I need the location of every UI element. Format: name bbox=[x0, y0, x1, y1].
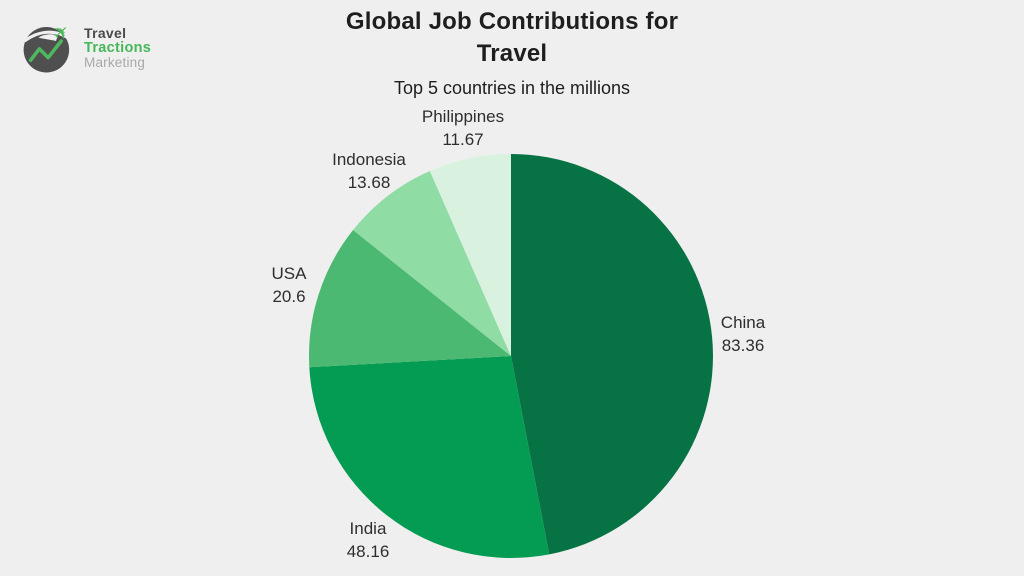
logo-word-marketing: Marketing bbox=[84, 54, 146, 70]
pie-slice-usa bbox=[309, 230, 511, 368]
chart-title-line2: Travel bbox=[476, 40, 548, 67]
pie-slice-philippines bbox=[429, 154, 511, 356]
logo-text: Travel Tractions Marketing bbox=[84, 24, 152, 70]
travel-tractions-logo: ✈ Travel Tractions Marketing bbox=[21, 20, 151, 76]
globe-circle bbox=[23, 27, 70, 73]
pie-slice-indonesia bbox=[353, 171, 511, 356]
pie-label-value: 11.67 bbox=[442, 130, 484, 149]
globe-highlight bbox=[23, 30, 71, 43]
chart-title-line1: Global Job Contributions for bbox=[345, 8, 679, 35]
pie-slice-china bbox=[511, 154, 713, 555]
pie-label-china: China 83.36 bbox=[721, 311, 765, 357]
pie-label-name: China bbox=[720, 313, 766, 332]
logo-word-tractions: Tractions bbox=[84, 39, 152, 56]
pie-label-philippines: Philippines 11.67 bbox=[422, 105, 504, 151]
pie-label-value: 20.6 bbox=[272, 287, 306, 306]
trend-line bbox=[28, 39, 63, 62]
logo-word-travel: Travel bbox=[84, 24, 127, 41]
globe-continent-gap bbox=[38, 34, 58, 41]
chart-subtitle: Top 5 countries in the millions bbox=[393, 78, 631, 98]
pie-label-name: Philippines bbox=[421, 107, 505, 126]
pie-chart bbox=[309, 154, 713, 558]
pie-slice-india bbox=[309, 356, 550, 558]
globe-trend-icon: ✈ bbox=[23, 20, 75, 73]
pie-label-name: USA bbox=[271, 264, 307, 283]
pie-label-value: 83.36 bbox=[721, 336, 765, 355]
pie-label-usa: USA 20.6 bbox=[272, 262, 307, 308]
title-block: Global Job Contributions for Travel Top … bbox=[0, 6, 1024, 99]
